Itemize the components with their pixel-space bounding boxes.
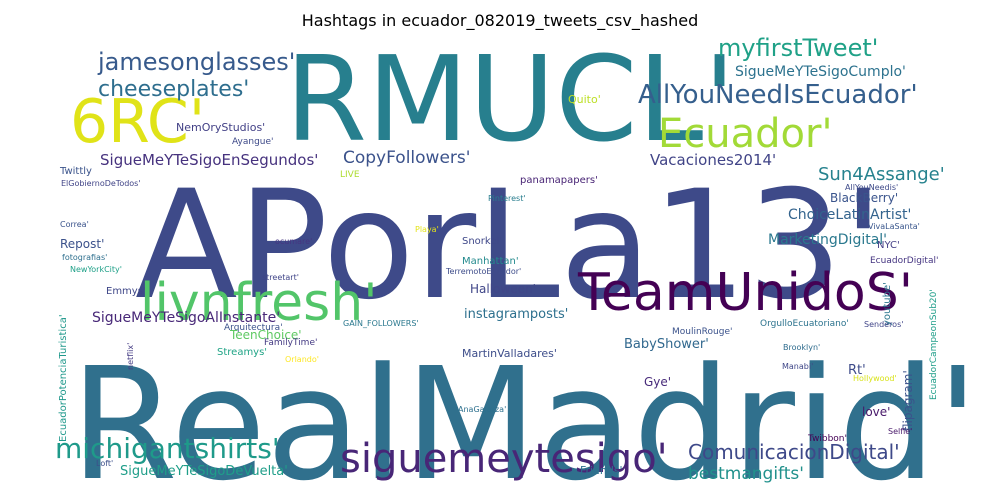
word-24: instagramposts' [464,307,568,322]
word-49: panamapapers' [520,175,598,186]
word-51: Ayangue' [232,137,274,147]
word-36: love' [862,405,890,419]
word-57: LIVE [340,170,360,180]
word-39: Twittly [59,166,92,177]
word-13: cheeseplates' [98,77,249,102]
word-64: Senderos' [864,320,903,329]
word-40: Emmys' [106,286,146,297]
word-0: RealMadrid' [70,334,979,500]
word-45: FamilyTime' [264,338,317,348]
word-7: Ecuador' [658,111,832,157]
word-72: VivaLaSanta' [868,222,920,231]
word-22: MarketingDigital' [768,232,887,248]
word-66: Manabi' [782,362,813,371]
word-30: MartinValladares' [462,347,557,360]
word-35: Gye' [644,375,671,389]
word-19: bestmangifts' [688,464,804,484]
word-5: 6RC' [70,87,205,157]
word-62: GAIN_FOLLOWERS' [343,319,419,328]
word-43: Manhattan' [462,256,519,267]
word-41: Friends' [580,464,623,477]
word-8: AllYouNeedIsEcuador' [638,80,918,110]
word-12: ComunicacionDigital' [688,440,900,464]
word-28: TeenChoice' [229,328,302,342]
word-48: MoulinRouge' [672,327,732,337]
word-46: EcuadorPotenciaTuristica' [58,314,69,442]
word-1: APorLa13' [135,159,884,333]
word-44: Snorkel' [462,236,502,247]
chart-title: Hashtags in ecuador_082019_tweets_csv_ha… [301,11,699,30]
word-38: Streamys' [217,347,267,358]
word-68: streetart' [262,273,299,282]
word-75: Correa' [60,220,89,229]
word-15: Sun4Assange' [818,164,945,185]
word-14: CopyFollowers' [343,148,470,168]
word-26: Halloween' [470,282,536,296]
word-29: BabyShower' [624,337,709,352]
word-60: Pinterest' [488,194,526,203]
word-17: SigueMeYTeSigoEnSegundos' [100,151,318,169]
word-52: EcuadorDigital' [870,256,938,266]
word-31: Quito' [568,93,601,106]
word-4: livnfresh' [140,273,378,333]
word-21: ChoiceLatinArtist' [788,207,911,223]
word-25: BlackBerry' [830,191,898,205]
word-56: Twibbon' [807,434,847,444]
word-54: AnaGalarza' [458,405,506,414]
word-37: flipagram' [901,370,915,431]
word-47: EcuadorCampeonSub20' [929,289,939,400]
word-71: AllYouNeedis' [845,183,898,192]
word-50: Arquitectura' [224,323,283,333]
word-2: RMUCL' [285,30,736,168]
word-18: SigueMeYTeSigoCumplo' [735,64,906,80]
word-74: NewYorkCity' [70,265,122,274]
word-61: Brooklyn' [783,343,820,352]
word-55: Selfie' [888,427,912,436]
word-34: Rt' [848,363,866,378]
word-59: Orlando' [285,355,319,364]
word-70: Loft' [96,459,113,468]
word-33: youtube' [882,282,893,326]
word-9: michigantshirts' [55,432,280,465]
word-11: myfirstTweet' [718,34,878,62]
word-63: TerremotoEcuador' [445,267,521,276]
word-76: fotografias' [62,253,107,262]
word-27: Repost' [60,237,104,251]
word-53: OrgulloEcuatoriano' [760,319,849,329]
word-67: ocumare' [275,237,312,246]
word-3: TeamUnidoS' [577,263,913,323]
word-69: netflix' [126,343,135,370]
word-65: Hollywood' [853,374,897,383]
word-23: SigueMeYTeSigoDeVuelta' [120,464,288,479]
word-73: ElGobiernoDeTodos' [61,179,141,188]
word-32: NemOryStudios' [176,121,265,134]
word-6: siguemeytesigo' [340,436,668,482]
word-20: SigueMeYTeSigoAlInstante' [92,310,280,326]
word-58: Playa' [415,225,439,234]
word-16: Vacaciones2014' [650,151,776,169]
word-10: jamesonglasses' [97,48,295,76]
word-42: NYC' [877,240,900,251]
